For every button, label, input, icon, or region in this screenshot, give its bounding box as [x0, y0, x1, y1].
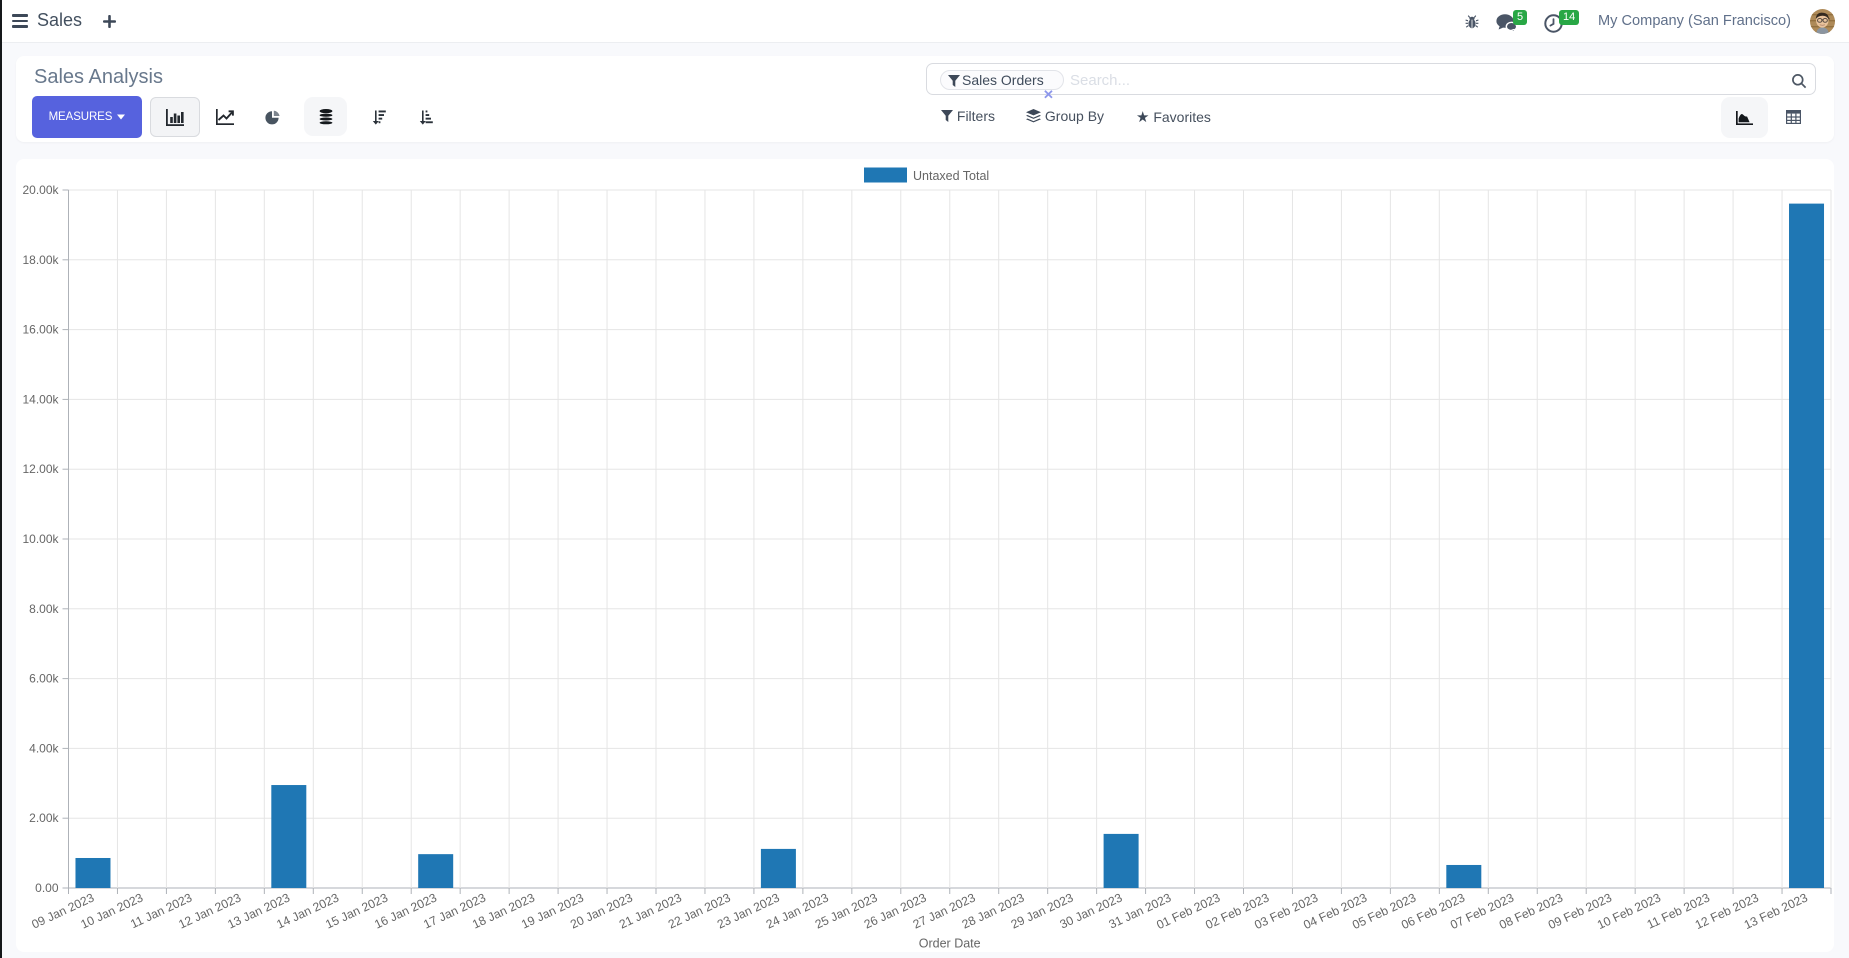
svg-text:0.00: 0.00: [35, 881, 59, 895]
svg-text:Order Date: Order Date: [919, 937, 981, 951]
svg-text:Untaxed Total: Untaxed Total: [913, 169, 989, 183]
svg-text:8.00k: 8.00k: [29, 602, 59, 616]
svg-text:20.00k: 20.00k: [22, 183, 59, 197]
svg-text:4.00k: 4.00k: [29, 741, 59, 755]
svg-text:18.00k: 18.00k: [22, 253, 59, 267]
svg-text:14.00k: 14.00k: [22, 392, 59, 406]
svg-text:12.00k: 12.00k: [22, 462, 59, 476]
svg-text:10.00k: 10.00k: [22, 532, 59, 546]
svg-text:6.00k: 6.00k: [29, 672, 59, 686]
svg-text:16.00k: 16.00k: [22, 323, 59, 337]
svg-text:2.00k: 2.00k: [29, 811, 59, 825]
